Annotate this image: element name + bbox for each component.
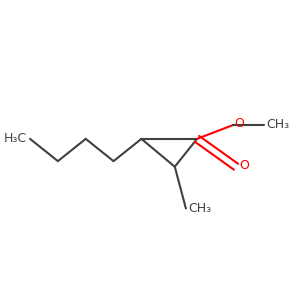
Text: CH₃: CH₃ [267, 118, 290, 131]
Text: O: O [235, 117, 244, 130]
Text: CH₃: CH₃ [189, 202, 212, 215]
Text: O: O [239, 159, 249, 172]
Text: H₃C: H₃C [4, 132, 27, 146]
